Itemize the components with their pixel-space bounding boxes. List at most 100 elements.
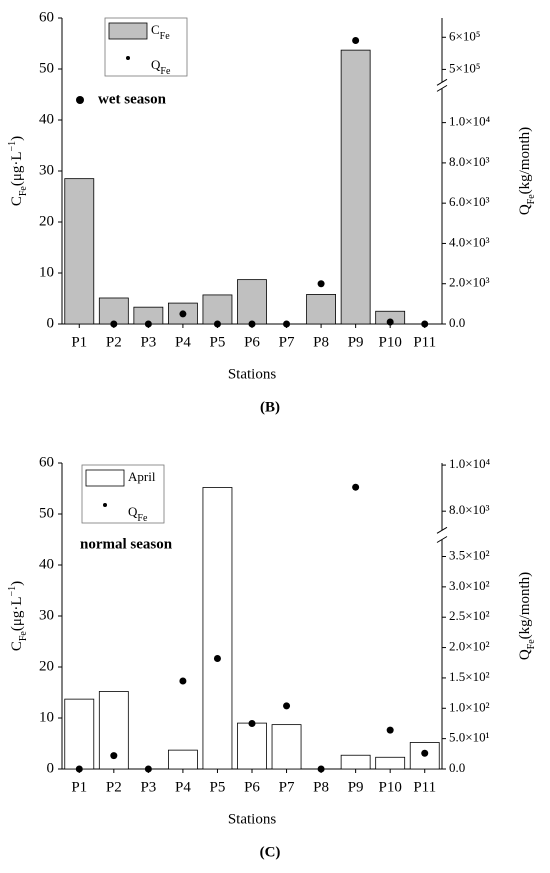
point xyxy=(110,320,118,328)
y-axis-title-part: (μg·L xyxy=(9,596,25,631)
x-tick-label: P8 xyxy=(313,779,329,795)
y2-tick-label: 6.0×10³ xyxy=(449,194,490,209)
bar xyxy=(237,279,267,325)
x-tick-label: P11 xyxy=(413,334,436,350)
y2-axis-title-part: Fe xyxy=(526,194,537,205)
bar xyxy=(237,722,267,770)
point xyxy=(248,320,256,328)
legend-label-part: Q xyxy=(151,57,161,72)
y-axis-title-part: C xyxy=(9,196,25,206)
y-axis-title-part: ) xyxy=(9,136,25,141)
point xyxy=(317,765,325,773)
legend-swatch xyxy=(103,503,107,507)
y-tick-label: 30 xyxy=(39,607,54,623)
point xyxy=(179,677,187,685)
legend-label: April xyxy=(128,469,156,484)
y2-axis-title-part: (kg/month) xyxy=(517,127,533,195)
y-tick-label: 10 xyxy=(39,264,54,280)
x-tick-label: P1 xyxy=(71,779,87,795)
y-tick-label: 20 xyxy=(39,658,54,674)
y2-tick-label: 3.5×10² xyxy=(449,547,490,562)
axis-break xyxy=(436,536,448,543)
point xyxy=(144,320,152,328)
panel-label: (B) xyxy=(260,399,280,415)
axis-break xyxy=(436,84,448,92)
legend-label-part: Q xyxy=(128,504,138,519)
bar xyxy=(375,756,406,770)
legend-label: QFe xyxy=(128,504,148,524)
y2-tick-label: 2.0×10² xyxy=(449,639,490,654)
x-axis-title: Stations xyxy=(228,811,277,827)
y2-tick-label: 0.0 xyxy=(449,315,465,330)
y-tick-label: 0 xyxy=(47,760,55,776)
bar xyxy=(64,178,95,325)
point xyxy=(179,310,187,318)
point xyxy=(317,280,325,288)
annotation-marker xyxy=(76,96,84,104)
bar xyxy=(306,294,336,325)
bar xyxy=(167,749,198,770)
point xyxy=(144,765,152,773)
x-tick-label: P4 xyxy=(175,779,191,795)
y2-axis-title-part: Q xyxy=(517,649,533,660)
y-axis-title-part: ) xyxy=(9,581,25,586)
bar xyxy=(271,724,302,770)
y-tick-label: 40 xyxy=(39,556,54,572)
y2-tick-label: 5.0×10¹ xyxy=(449,730,490,745)
bar xyxy=(340,49,371,325)
y2-axis-title-part: (kg/month) xyxy=(517,572,533,640)
y-axis-title-part: (μg·L xyxy=(9,151,25,186)
legend-swatch xyxy=(108,22,148,40)
y2-tick-label: 6×10⁵ xyxy=(449,28,480,43)
y2-axis-title-part: Q xyxy=(517,204,533,215)
x-tick-label: P1 xyxy=(71,334,87,350)
y-tick-label: 30 xyxy=(39,162,54,178)
y-tick-label: 60 xyxy=(39,9,54,25)
y2-tick-label: 3.0×10² xyxy=(449,578,490,593)
point xyxy=(352,36,360,44)
x-tick-label: P6 xyxy=(244,334,260,350)
x-tick-label: P9 xyxy=(348,334,364,350)
point xyxy=(213,320,221,328)
y2-axis-title: QFe(kg/month) xyxy=(517,572,536,660)
annotation: wet season xyxy=(98,91,167,107)
point xyxy=(421,320,429,328)
y-axis-title-part: C xyxy=(9,641,25,651)
x-tick-label: P3 xyxy=(140,779,156,795)
x-tick-label: P7 xyxy=(279,779,295,795)
x-axis-title: Stations xyxy=(228,366,277,382)
point xyxy=(283,702,291,710)
y2-tick-label: 1.5×10² xyxy=(449,669,490,684)
bar xyxy=(202,294,233,325)
legend-label-part: Fe xyxy=(160,31,171,42)
bar xyxy=(202,487,233,770)
bar xyxy=(64,698,95,770)
point xyxy=(386,726,394,734)
legend-swatch xyxy=(85,469,125,487)
y2-tick-label: 0.0 xyxy=(449,760,465,775)
legend-label: CFe xyxy=(151,22,170,42)
y-axis-title: CFe(μg·L−1) xyxy=(7,581,29,651)
legend-label-part: April xyxy=(128,469,156,484)
y-axis-title-part: Fe xyxy=(18,631,29,642)
point xyxy=(248,719,256,727)
y-tick-label: 10 xyxy=(39,709,54,725)
axis-break xyxy=(436,78,448,86)
y-tick-label: 50 xyxy=(39,505,54,521)
x-tick-label: P9 xyxy=(348,779,364,795)
y2-tick-label: 2.0×10³ xyxy=(449,275,490,290)
x-tick-label: P6 xyxy=(244,779,260,795)
x-tick-label: P2 xyxy=(106,779,122,795)
axis-break xyxy=(436,526,448,534)
legend-label-part: Fe xyxy=(137,513,148,524)
legend-swatch xyxy=(126,56,130,60)
x-tick-label: P5 xyxy=(210,334,226,350)
y2-tick-label: 1.0×10⁴ xyxy=(449,114,491,129)
panel-label: (C) xyxy=(260,844,281,860)
y-axis-title-part: Fe xyxy=(18,186,29,197)
y2-tick-label: 8.0×10³ xyxy=(449,502,490,517)
y2-axis-title-part: Fe xyxy=(526,639,537,650)
point xyxy=(283,320,291,328)
legend-label: QFe xyxy=(151,57,171,77)
